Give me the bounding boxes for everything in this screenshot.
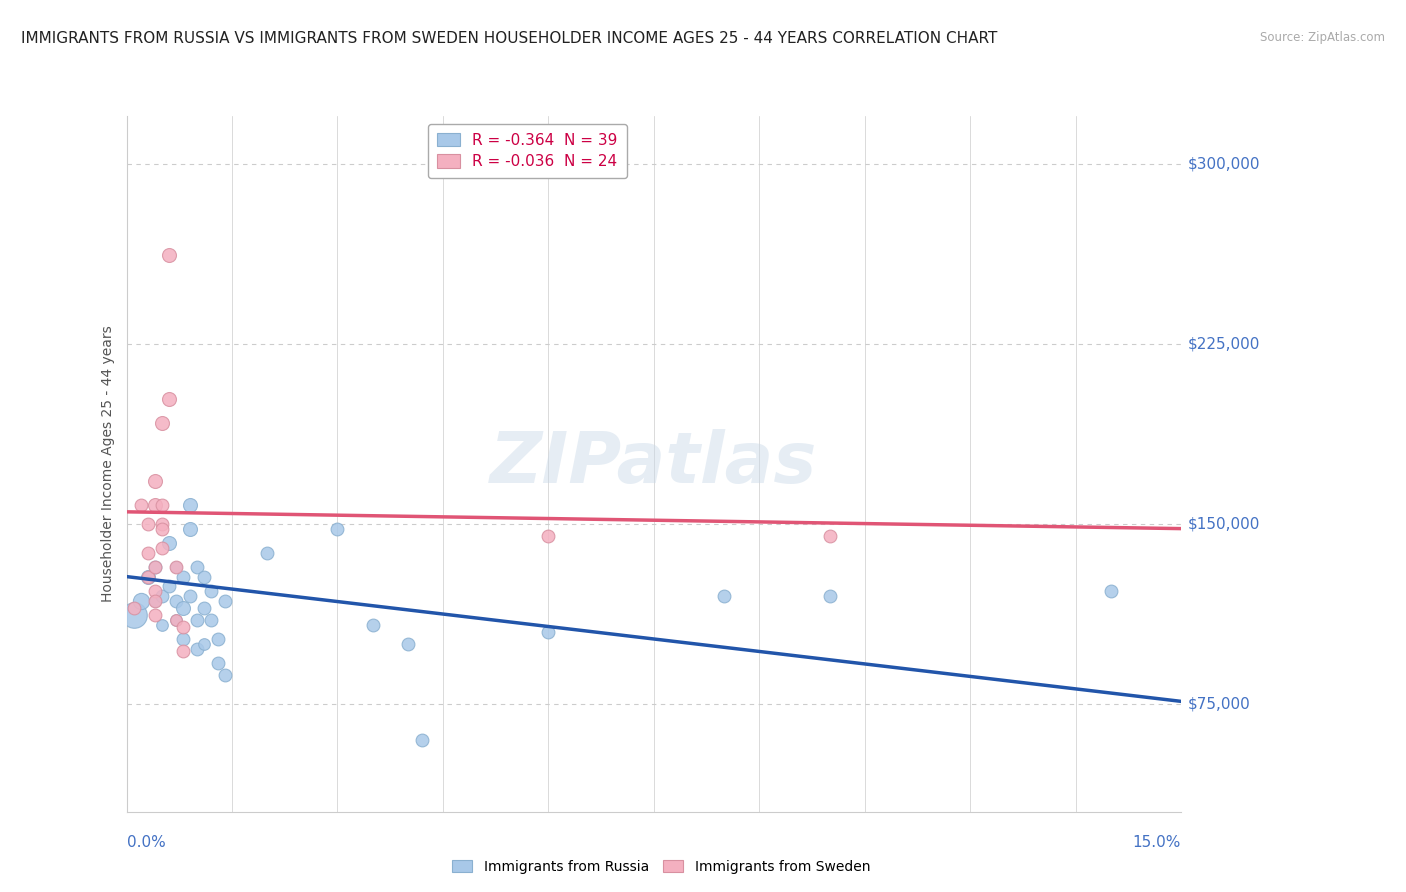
Point	[186, 641, 208, 656]
Legend: R = -0.364  N = 39, R = -0.036  N = 24: R = -0.364 N = 39, R = -0.036 N = 24	[427, 124, 627, 178]
Point	[818, 529, 841, 543]
Point	[326, 522, 349, 536]
Point	[172, 644, 194, 658]
Point	[143, 498, 166, 512]
Point	[157, 392, 180, 406]
Point	[129, 593, 152, 607]
Point	[136, 546, 159, 560]
Point	[537, 529, 560, 543]
Point	[396, 637, 419, 651]
Point	[122, 607, 145, 622]
Point	[818, 589, 841, 603]
Point	[143, 560, 166, 574]
Point	[172, 569, 194, 583]
Point	[186, 613, 208, 627]
Point	[256, 546, 278, 560]
Point	[165, 560, 187, 574]
Point	[179, 589, 201, 603]
Point	[150, 516, 173, 531]
Text: $150,000: $150,000	[1188, 516, 1260, 532]
Point	[143, 584, 166, 599]
Point	[200, 584, 222, 599]
Point	[200, 613, 222, 627]
Point	[136, 569, 159, 583]
Point	[713, 589, 735, 603]
Legend: Immigrants from Russia, Immigrants from Sweden: Immigrants from Russia, Immigrants from …	[444, 853, 877, 880]
Point	[207, 656, 229, 670]
Text: $225,000: $225,000	[1188, 336, 1260, 351]
Text: 15.0%: 15.0%	[1133, 836, 1181, 850]
Point	[165, 593, 187, 607]
Point	[165, 613, 187, 627]
Point	[122, 600, 145, 615]
Text: $75,000: $75,000	[1188, 697, 1251, 711]
Point	[165, 613, 187, 627]
Point	[143, 593, 166, 607]
Point	[207, 632, 229, 646]
Point	[411, 732, 433, 747]
Point	[172, 600, 194, 615]
Y-axis label: Householder Income Ages 25 - 44 years: Householder Income Ages 25 - 44 years	[101, 326, 115, 602]
Point	[150, 522, 173, 536]
Point	[129, 498, 152, 512]
Point	[537, 624, 560, 639]
Point	[150, 541, 173, 555]
Point	[143, 560, 166, 574]
Text: Source: ZipAtlas.com: Source: ZipAtlas.com	[1260, 31, 1385, 45]
Point	[157, 579, 180, 593]
Point	[165, 560, 187, 574]
Point	[172, 632, 194, 646]
Point	[143, 593, 166, 607]
Point	[214, 668, 236, 682]
Point	[193, 569, 215, 583]
Point	[193, 637, 215, 651]
Point	[150, 416, 173, 430]
Point	[179, 522, 201, 536]
Point	[1099, 584, 1122, 599]
Text: IMMIGRANTS FROM RUSSIA VS IMMIGRANTS FROM SWEDEN HOUSEHOLDER INCOME AGES 25 - 44: IMMIGRANTS FROM RUSSIA VS IMMIGRANTS FRO…	[21, 31, 997, 46]
Point	[172, 620, 194, 634]
Point	[150, 498, 173, 512]
Point	[361, 617, 384, 632]
Point	[150, 589, 173, 603]
Point	[143, 607, 166, 622]
Text: ZIPatlas: ZIPatlas	[491, 429, 817, 499]
Point	[214, 593, 236, 607]
Point	[136, 516, 159, 531]
Text: 0.0%: 0.0%	[127, 836, 166, 850]
Point	[136, 569, 159, 583]
Point	[193, 600, 215, 615]
Point	[179, 498, 201, 512]
Point	[186, 560, 208, 574]
Text: $300,000: $300,000	[1188, 156, 1261, 171]
Point	[143, 474, 166, 488]
Point	[157, 248, 180, 262]
Point	[157, 536, 180, 550]
Point	[150, 617, 173, 632]
